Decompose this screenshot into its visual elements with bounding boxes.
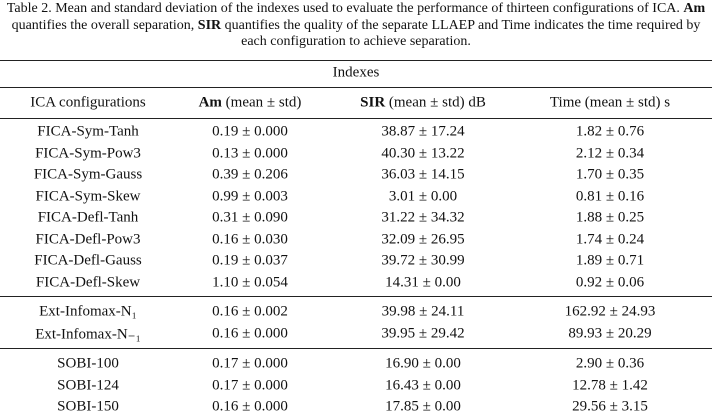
row-label: FICA-Sym-Pow3	[35, 145, 141, 161]
rule	[0, 60, 712, 61]
rule	[0, 296, 712, 297]
header-text: Am	[198, 94, 222, 111]
caption-bold: SIR	[197, 17, 222, 33]
cell: 17.85 ± 0.00	[385, 398, 461, 413]
cell: 1.82 ± 0.76	[575, 123, 645, 140]
cell: 89.93 ± 20.29	[568, 325, 652, 341]
cell: 0.92 ± 0.06	[575, 274, 645, 290]
row-label: SOBI-100	[57, 355, 119, 372]
cell: 1.89 ± 0.71	[575, 252, 645, 269]
row-label: FICA-Defl-Pow3	[35, 231, 141, 247]
cell: 0.16 ± 0.000	[212, 325, 288, 341]
cell: 3.01 ± 0.00	[388, 188, 458, 204]
column-header: Time (mean ± std) s	[550, 95, 670, 112]
column-header: ICA configurations	[30, 95, 145, 112]
rule	[0, 87, 712, 88]
caption-text: Table 2. Mean and standard deviation of …	[6, 1, 680, 16]
header-text: (mean ± std)	[225, 94, 302, 111]
cell: 0.17 ± 0.000	[212, 377, 288, 393]
cell: 39.72 ± 30.99	[381, 252, 465, 269]
cell: 0.39 ± 0.206	[212, 166, 288, 183]
cell: 16.90 ± 0.00	[385, 355, 461, 372]
cell: 0.81 ± 0.16	[575, 188, 645, 204]
column-header: Am (mean ± std)	[199, 95, 302, 112]
row-label: FICA-Defl-Skew	[35, 274, 141, 290]
cell: 0.31 ± 0.090	[212, 209, 288, 226]
row-label: FICA-Defl-Tanh	[37, 209, 139, 226]
cell: 38.87 ± 17.24	[381, 123, 465, 140]
cell: 16.43 ± 0.00	[385, 377, 461, 393]
cell: 39.95 ± 29.42	[381, 325, 465, 341]
caption: Table 2. Mean and standard deviation of …	[6, 1, 706, 51]
cell: 14.31 ± 0.00	[385, 274, 461, 290]
cell: 36.03 ± 14.15	[381, 166, 465, 183]
cell: 32.09 ± 26.95	[381, 231, 465, 247]
rule	[0, 348, 712, 349]
cell: 0.19 ± 0.000	[212, 123, 288, 140]
cell: 39.98 ± 24.11	[381, 303, 465, 320]
row-label: SOBI-150	[57, 398, 119, 413]
cell: 0.16 ± 0.002	[212, 303, 288, 320]
row-label: FICA-Sym-Gauss	[33, 166, 143, 183]
row-label: FICA-Sym-Skew	[35, 188, 141, 204]
caption-text: quantifies the overall separation,	[11, 17, 195, 33]
cell: 1.88 ± 0.25	[575, 209, 645, 226]
cell: 0.17 ± 0.000	[212, 355, 288, 372]
cell: 29.56 ± 3.15	[572, 398, 648, 413]
cell: 1.70 ± 0.35	[575, 166, 645, 183]
cell: 1.10 ± 0.054	[212, 274, 288, 290]
row-label: SOBI-124	[57, 377, 119, 393]
cell: 2.12 ± 0.34	[575, 145, 645, 161]
cell: 40.30 ± 13.22	[381, 145, 465, 161]
row-label: FICA-Defl-Gauss	[34, 252, 142, 269]
header-text: SIR	[360, 94, 386, 111]
cell: 1.74 ± 0.24	[575, 231, 645, 247]
rule	[0, 118, 712, 119]
row-label: FICA-Sym-Tanh	[37, 123, 139, 140]
row-label: Ext-Infomax-N₋₁	[35, 326, 141, 342]
header-text: Time (mean ± std) s	[549, 94, 671, 111]
header-text: (mean ± std) dB	[388, 94, 486, 111]
cell: 0.16 ± 0.030	[212, 231, 288, 247]
cell: 12.78 ± 1.42	[572, 377, 648, 393]
column-header: SIR (mean ± std) dB	[360, 95, 486, 112]
header-text: ICA configurations	[30, 94, 146, 111]
cell: 162.92 ± 24.93	[564, 303, 656, 320]
cell: 31.22 ± 34.32	[381, 209, 465, 226]
row-label: Ext-Infomax-N₁	[39, 303, 137, 320]
cell: 0.16 ± 0.000	[212, 398, 288, 413]
group-header: Indexes	[332, 64, 380, 81]
cell: 0.99 ± 0.003	[212, 188, 288, 204]
cell: 2.90 ± 0.36	[575, 355, 645, 372]
cell: 0.13 ± 0.000	[212, 145, 288, 161]
caption-bold: Am	[683, 1, 706, 16]
caption-text: quantifies the quality of the separate L…	[224, 17, 701, 50]
cell: 0.19 ± 0.037	[212, 252, 288, 269]
